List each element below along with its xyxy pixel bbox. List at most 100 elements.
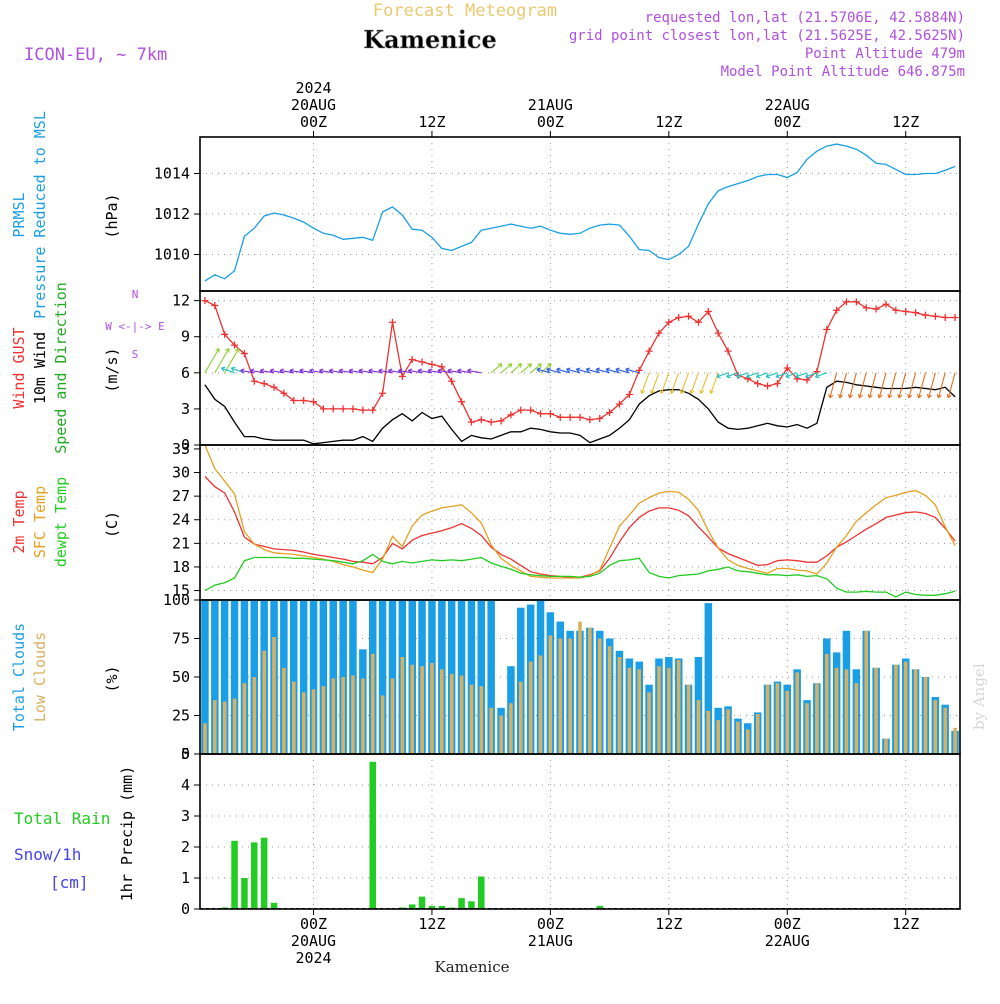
gust-marker (388, 318, 396, 326)
low-cloud-bar (252, 677, 257, 754)
gust-marker (231, 341, 239, 349)
low-cloud-bar (459, 675, 464, 754)
low-cloud-bar (440, 669, 444, 754)
series-line-temperature-0 (204, 476, 956, 578)
low-cloud-bar (854, 683, 859, 754)
wind-direction-arrow (467, 368, 482, 374)
wind-direction-arrow (650, 372, 660, 394)
low-cloud-bar (331, 678, 336, 754)
gust-marker (240, 350, 248, 358)
y-axis-label: (m/s) (103, 347, 121, 392)
wind-direction-arrow (838, 372, 848, 399)
rain-bar (369, 761, 376, 910)
y-tick-label: 1012 (154, 205, 190, 223)
wind-direction-arrow (546, 367, 561, 374)
low-cloud-bar (558, 638, 563, 754)
gust-marker (576, 413, 584, 421)
rain-bar (468, 901, 475, 910)
gust-marker (487, 418, 495, 426)
gust-marker (398, 372, 406, 380)
y-tick-label: 5 (181, 745, 190, 763)
wind-direction-arrow (605, 367, 620, 374)
top-time-label: 22AUG (765, 96, 810, 114)
low-cloud-bar (844, 669, 849, 754)
low-cloud-bar (400, 657, 405, 754)
gust-marker (300, 396, 308, 404)
gust-marker (921, 311, 929, 319)
low-cloud-bar (371, 653, 375, 754)
bottom-time-label: 00Z (300, 915, 327, 933)
y-tick-label: 6 (181, 364, 190, 382)
gust-marker (606, 409, 614, 417)
wind-direction-arrow (805, 372, 818, 379)
gust-marker (438, 363, 446, 371)
wind-direction-arrow (946, 372, 956, 399)
gust-marker (369, 406, 377, 414)
model-altitude: Model Point Altitude 646.875m (721, 64, 965, 80)
top-time-label: 00Z (300, 113, 327, 131)
low-cloud-bar (242, 683, 247, 754)
low-cloud-bar (834, 667, 839, 754)
wind-direction-arrow (775, 372, 788, 379)
footer-location: Kamenice (435, 958, 510, 976)
panel-title-line: SFC Temp (31, 486, 49, 558)
total-cloud-bar (329, 600, 337, 754)
gust-marker (615, 400, 623, 408)
y-tick-label: 50 (172, 668, 190, 686)
gust-marker (507, 411, 515, 419)
compass-label: N (132, 288, 139, 301)
low-cloud-bar (282, 667, 286, 754)
low-cloud-bar (361, 678, 365, 754)
series-line-temperature-2 (204, 553, 956, 598)
low-cloud-bar (864, 630, 869, 754)
wind-direction-arrow (540, 363, 552, 374)
wind-direction-arrow (214, 348, 230, 374)
gust-marker (556, 413, 564, 421)
rain-bar (241, 878, 248, 909)
wind-direction-arrow (815, 372, 827, 379)
gust-marker (448, 377, 456, 385)
low-cloud-bar (953, 727, 957, 754)
model-label: ICON-EU, ~ 7km (24, 45, 167, 65)
low-cloud-bar (736, 721, 740, 754)
low-cloud-bar (449, 673, 454, 754)
low-cloud-bar (420, 666, 424, 754)
gust-marker (458, 398, 466, 406)
wind-direction-arrow (755, 372, 768, 379)
y-tick-label: 24 (172, 511, 190, 529)
total-cloud-bar (230, 600, 239, 754)
series-line-wind-1 (204, 380, 956, 445)
panel-pressure: 1010 1012 1014 (hPa) PRMSL Pressure Reduced t… (10, 111, 961, 319)
y-axis-label: 1hr Precip (mm) (118, 766, 136, 901)
low-cloud-bar (499, 715, 503, 754)
gust-marker (951, 313, 959, 321)
gust-marker (852, 298, 860, 306)
total-cloud-bar (378, 600, 387, 754)
gust-marker (635, 366, 643, 374)
rain-bar (251, 842, 258, 909)
gust-marker (408, 356, 416, 364)
gust-marker (912, 309, 920, 317)
low-cloud-bar (617, 657, 622, 754)
product-title: Forecast Meteogram (373, 1, 557, 21)
low-cloud-bar (805, 703, 809, 754)
gust-marker (280, 389, 288, 397)
wind-direction-arrow (926, 372, 936, 399)
y-tick-label: 33 (172, 440, 190, 458)
low-cloud-bar (657, 666, 661, 754)
gust-marker (379, 389, 387, 397)
wind-direction-arrow (847, 372, 857, 399)
y-tick-label: 100 (163, 591, 190, 609)
gust-marker (724, 347, 732, 355)
gust-marker (566, 413, 574, 421)
y-tick-label: 21 (172, 534, 190, 552)
wind-direction-arrow (640, 372, 650, 394)
series-line-temperature-1 (204, 444, 956, 579)
low-cloud-bar (874, 667, 878, 754)
rain-bar (428, 905, 436, 909)
wind-direction-arrow (897, 372, 907, 399)
panel-title-line: Speed and Direction (52, 282, 70, 454)
low-cloud-bar (667, 667, 671, 754)
low-cloud-bar (716, 720, 720, 754)
